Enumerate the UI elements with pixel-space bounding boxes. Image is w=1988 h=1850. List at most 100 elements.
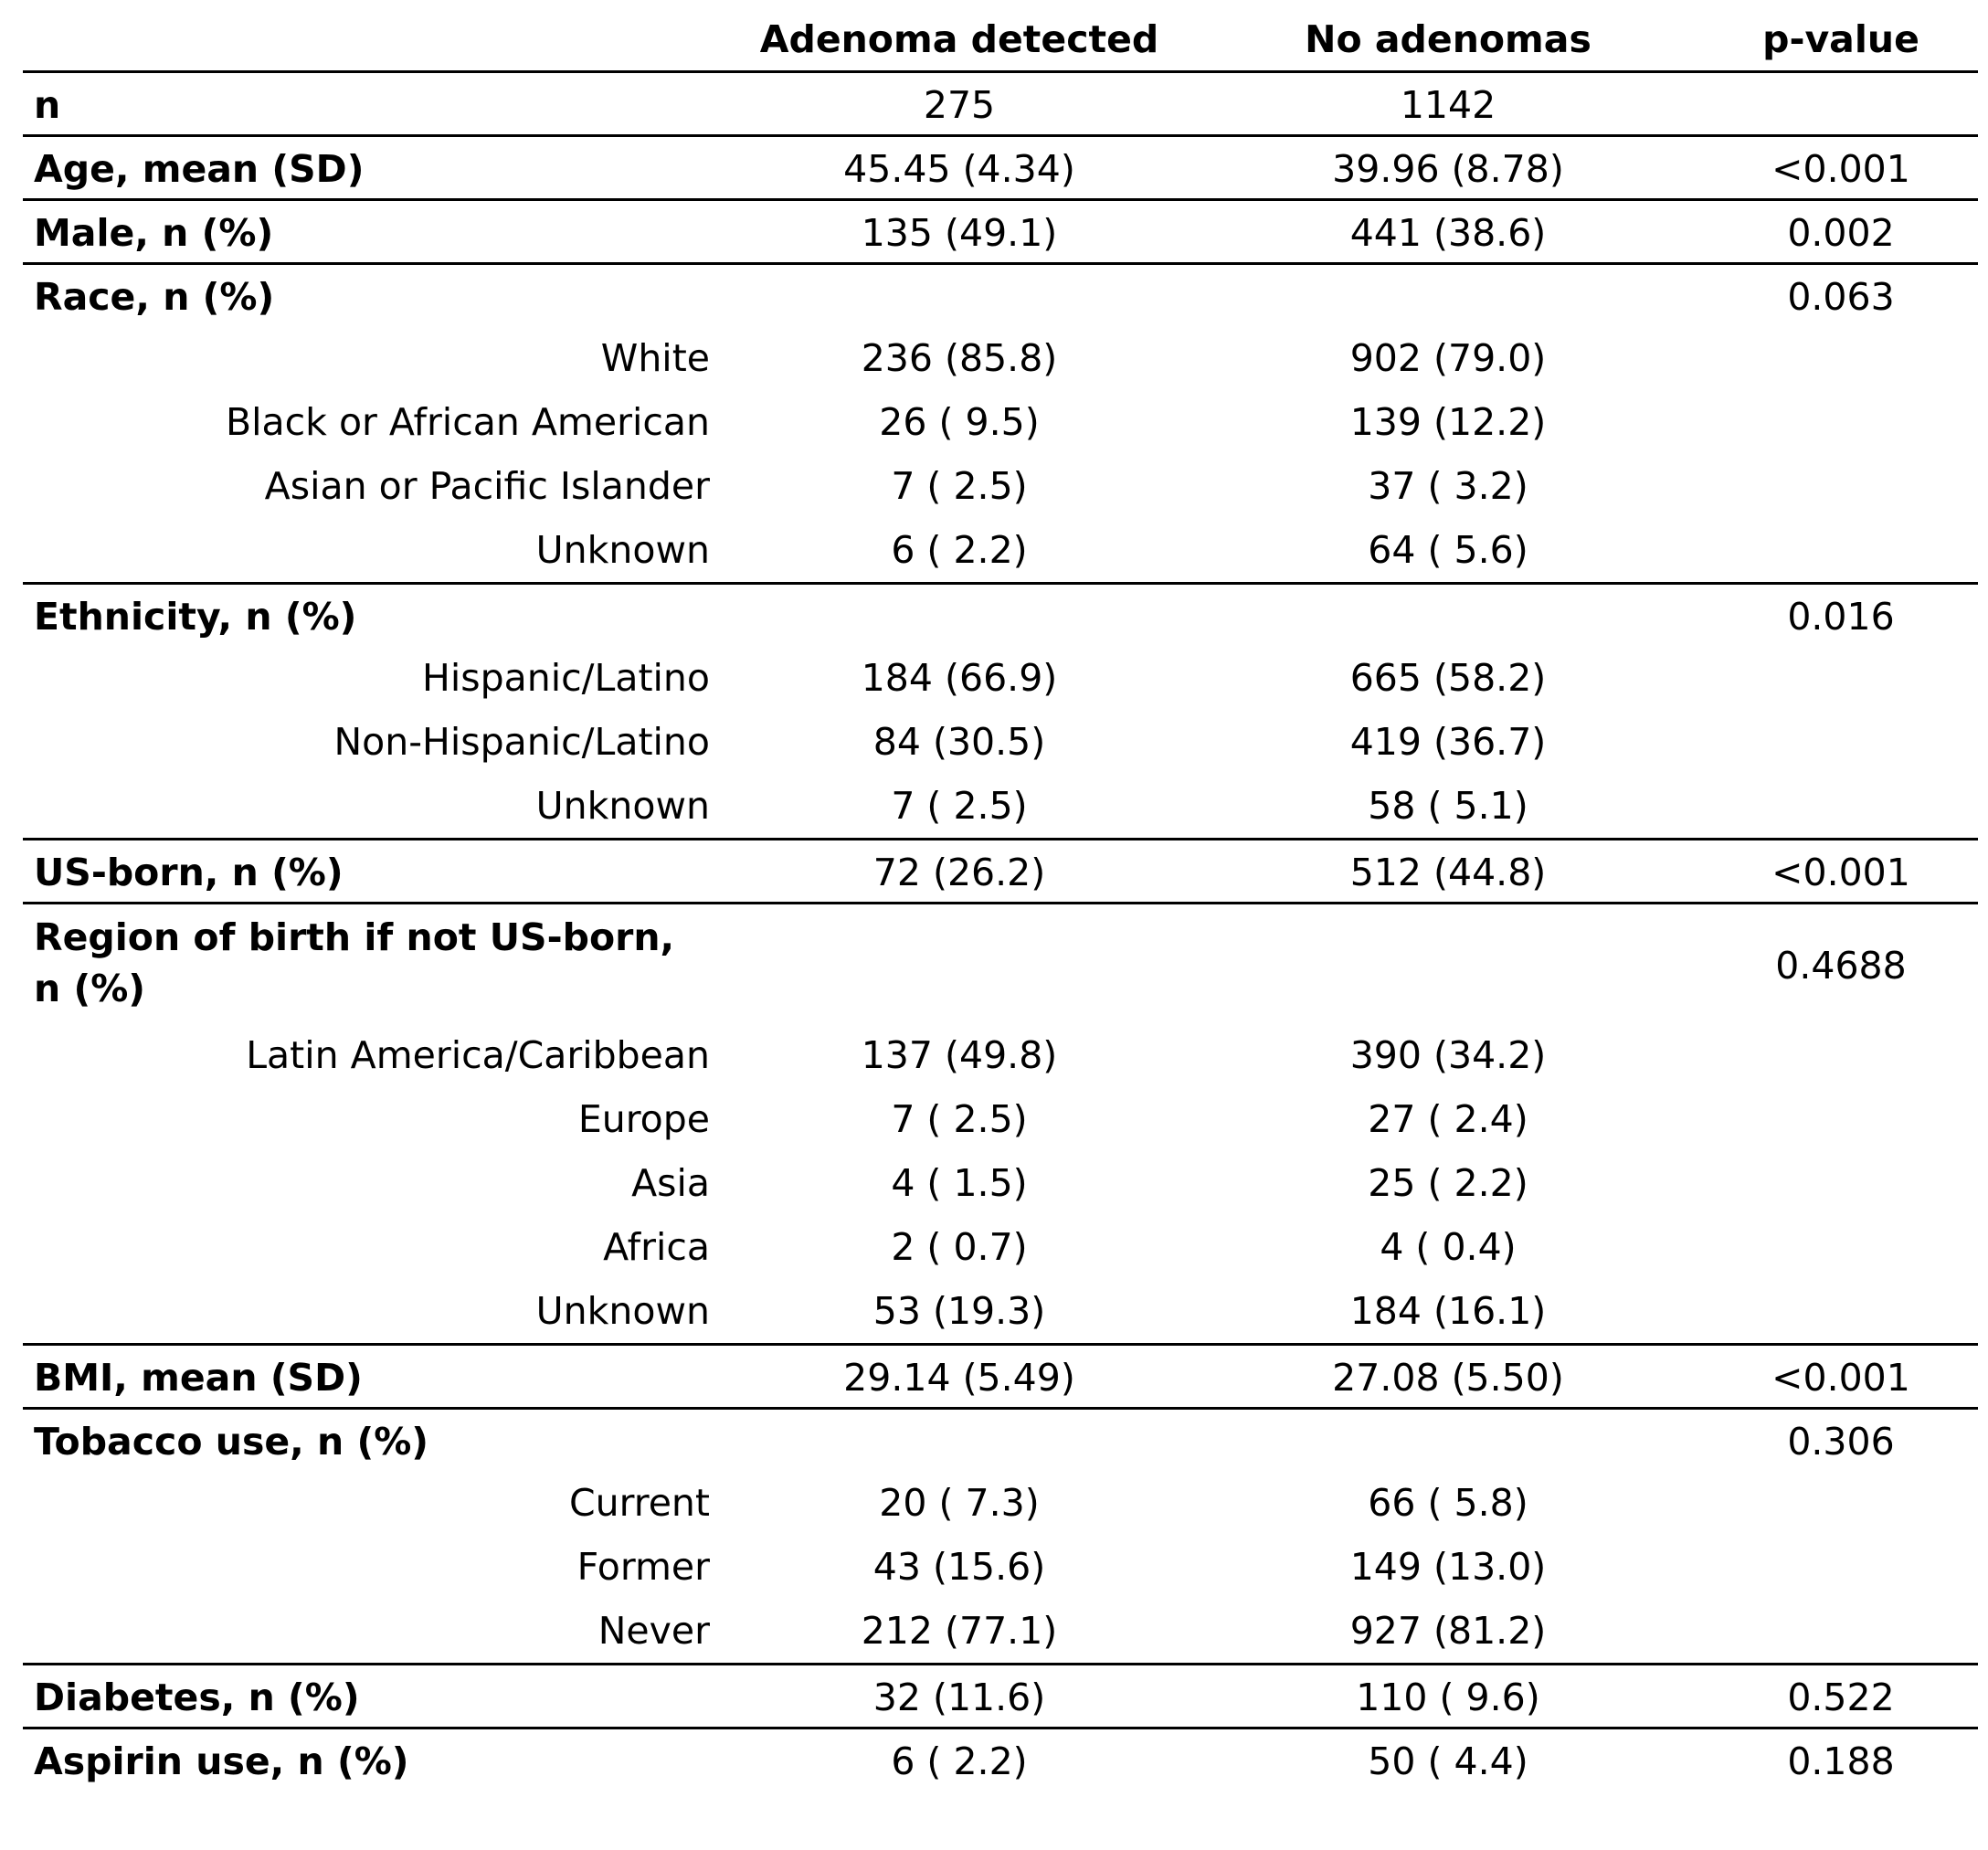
cell-p-value — [1722, 1599, 1960, 1663]
row-category-label: Former — [576, 1545, 710, 1589]
cell-no-adenomas: 37 ( 3.2) — [1368, 464, 1528, 508]
row-variable-label: US-born, n (%) — [34, 851, 344, 894]
table-row: Europe 7 ( 2.5) 27 ( 2.4) — [23, 1087, 1978, 1151]
cell-p-value: 0.522 — [1787, 1676, 1895, 1719]
row-category-label: Europe — [577, 1097, 710, 1141]
cell-p-value — [1722, 1535, 1960, 1599]
cell-no-adenomas: 902 (79.0) — [1349, 336, 1547, 380]
header-adenoma-detected: Adenoma detected — [759, 17, 1159, 61]
cell-adenoma-detected: 45.45 (4.34) — [843, 147, 1075, 191]
table-row: Race, n (%) 0.063 — [23, 262, 1978, 329]
table-row: Africa 2 ( 0.7) 4 ( 0.4) — [23, 1215, 1978, 1279]
cell-adenoma-detected — [745, 585, 1174, 649]
table-row: Asia 4 ( 1.5) 25 ( 2.2) — [23, 1151, 1978, 1215]
cell-p-value: 0.4688 — [1775, 944, 1907, 988]
cell-p-value: 0.063 — [1787, 275, 1895, 319]
row-variable-label: Ethnicity, n (%) — [34, 595, 357, 639]
table-row: Unknown 7 ( 2.5) 58 ( 5.1) — [23, 774, 1978, 838]
cell-no-adenomas: 419 (36.7) — [1349, 720, 1547, 764]
cell-p-value — [1722, 710, 1960, 774]
cell-no-adenomas: 441 (38.6) — [1349, 211, 1547, 255]
cell-no-adenomas — [1192, 265, 1704, 329]
cell-adenoma-detected — [745, 934, 1174, 998]
table-row: Ethnicity, n (%) 0.016 — [23, 582, 1978, 649]
table-row: White 236 (85.8) 902 (79.0) — [23, 326, 1978, 390]
cell-p-value: 0.188 — [1787, 1739, 1895, 1783]
cell-p-value — [1722, 73, 1960, 137]
cell-p-value — [1722, 454, 1960, 518]
header-p-value: p-value — [1762, 17, 1919, 61]
row-variable-label: Male, n (%) — [34, 211, 274, 255]
cell-no-adenomas: 149 (13.0) — [1349, 1545, 1547, 1589]
cell-no-adenomas: 25 ( 2.2) — [1368, 1161, 1528, 1205]
table-row: BMI, mean (SD) 29.14 (5.49) 27.08 (5.50) <0… — [23, 1343, 1978, 1410]
cell-no-adenomas: 512 (44.8) — [1349, 851, 1547, 894]
cell-no-adenomas: 58 ( 5.1) — [1368, 784, 1528, 828]
row-variable-label: Tobacco use, n (%) — [34, 1420, 429, 1464]
cell-no-adenomas: 390 (34.2) — [1349, 1033, 1547, 1077]
cell-adenoma-detected: 236 (85.8) — [861, 336, 1058, 380]
row-category-label: Unknown — [535, 784, 710, 828]
cell-adenoma-detected: 43 (15.6) — [872, 1545, 1046, 1589]
cell-adenoma-detected: 184 (66.9) — [861, 656, 1058, 700]
table-row: Asian or Pacific Islander 7 ( 2.5) 37 ( 3.… — [23, 454, 1978, 518]
cell-adenoma-detected: 7 ( 2.5) — [891, 464, 1028, 508]
cell-no-adenomas: 50 ( 4.4) — [1368, 1739, 1528, 1783]
cell-no-adenomas — [1192, 934, 1704, 998]
table-row: Latin America/Caribbean 137 (49.8) 390 (34… — [23, 1023, 1978, 1087]
cell-no-adenomas: 66 ( 5.8) — [1368, 1481, 1528, 1525]
row-category-label: Non-Hispanic/Latino — [333, 720, 710, 764]
cell-no-adenomas: 64 ( 5.6) — [1368, 528, 1528, 572]
row-category-label: Unknown — [535, 528, 710, 572]
table-row: Aspirin use, n (%) 6 ( 2.2) 50 ( 4.4) 0.188 — [23, 1727, 1978, 1793]
table-row: Unknown 53 (19.3) 184 (16.1) — [23, 1279, 1978, 1343]
cell-adenoma-detected: 275 — [923, 83, 996, 127]
cell-p-value: <0.001 — [1771, 851, 1910, 894]
row-category-label: Asia — [631, 1161, 710, 1205]
cell-adenoma-detected: 7 ( 2.5) — [891, 784, 1028, 828]
table-row: Male, n (%) 135 (49.1) 441 (38.6) 0.002 — [23, 198, 1978, 265]
cell-p-value — [1722, 646, 1960, 710]
row-category-label: Latin America/Caribbean — [246, 1033, 710, 1077]
table-row: Black or African American 26 ( 9.5) 139 (1… — [23, 390, 1978, 454]
cell-p-value: <0.001 — [1771, 1356, 1910, 1400]
cell-adenoma-detected: 2 ( 0.7) — [891, 1225, 1028, 1269]
cell-p-value: 0.002 — [1787, 211, 1895, 255]
cell-p-value — [1722, 1087, 1960, 1151]
row-category-label: Asian or Pacific Islander — [264, 464, 710, 508]
cell-no-adenomas: 4 ( 0.4) — [1380, 1225, 1517, 1269]
row-variable-label: Diabetes, n (%) — [34, 1676, 360, 1719]
table-row: Tobacco use, n (%) 0.306 — [23, 1407, 1978, 1474]
cell-p-value — [1722, 1471, 1960, 1535]
cell-adenoma-detected: 6 ( 2.2) — [891, 528, 1028, 572]
cell-p-value: <0.001 — [1771, 147, 1910, 191]
table-row: Current 20 ( 7.3) 66 ( 5.8) — [23, 1471, 1978, 1535]
row-category-label: White — [600, 336, 710, 380]
cell-adenoma-detected: 53 (19.3) — [872, 1289, 1046, 1333]
cell-p-value — [1722, 1215, 1960, 1279]
row-variable-label: n — [34, 83, 61, 127]
cell-p-value — [1722, 1023, 1960, 1087]
cell-adenoma-detected — [745, 1410, 1174, 1474]
row-category-label: Hispanic/Latino — [422, 656, 710, 700]
cell-adenoma-detected: 137 (49.8) — [861, 1033, 1058, 1077]
table-row: Never 212 (77.1) 927 (81.2) — [23, 1599, 1978, 1663]
table-row: Region of birth if not US-born, n (%) 0.4… — [23, 902, 1978, 1026]
cell-p-value: 0.306 — [1787, 1420, 1895, 1464]
cell-adenoma-detected: 135 (49.1) — [861, 211, 1058, 255]
table-row: Diabetes, n (%) 32 (11.6) 110 ( 9.6) 0.522 — [23, 1663, 1978, 1729]
row-variable-label: Aspirin use, n (%) — [34, 1739, 409, 1783]
cell-no-adenomas: 27.08 (5.50) — [1332, 1356, 1564, 1400]
cell-no-adenomas: 39.96 (8.78) — [1332, 147, 1564, 191]
row-variable-label: Age, mean (SD) — [34, 147, 365, 191]
row-category-label: Current — [569, 1481, 710, 1525]
cell-no-adenomas — [1192, 1410, 1704, 1474]
cell-no-adenomas: 184 (16.1) — [1349, 1289, 1547, 1333]
cell-no-adenomas: 665 (58.2) — [1349, 656, 1547, 700]
row-variable-label: Region of birth if not US-born, n (%) — [34, 915, 675, 1010]
cell-no-adenomas: 1142 — [1400, 83, 1496, 127]
cell-p-value — [1722, 326, 1960, 390]
table-row: Former 43 (15.6) 149 (13.0) — [23, 1535, 1978, 1599]
table-row: n 275 1142 — [23, 70, 1978, 137]
cell-adenoma-detected: 4 ( 1.5) — [891, 1161, 1028, 1205]
